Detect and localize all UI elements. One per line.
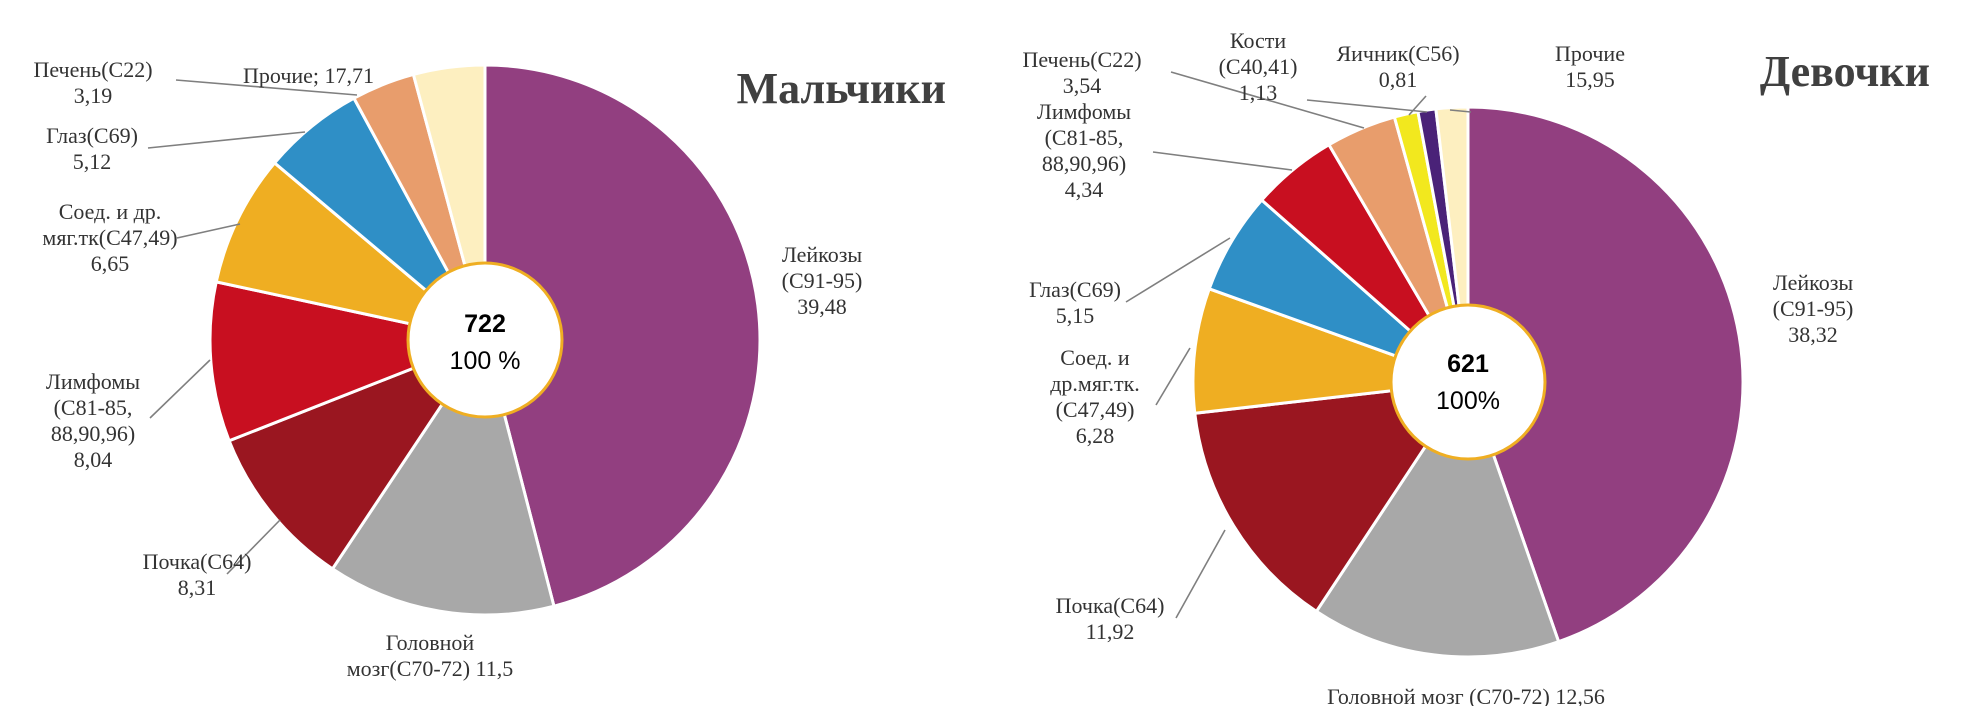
center-hole [406, 261, 564, 419]
slice-label-line: 8,31 [178, 575, 217, 600]
slice-label-line: др.мяг.тк. [1050, 371, 1140, 396]
slice-label-line: 88,90,96) [1042, 151, 1126, 176]
slice-label-line: мозг(C70-72) 11,5 [347, 656, 513, 681]
leader-lines [1125, 71, 1472, 619]
leader-line [226, 519, 281, 575]
slices [1191, 105, 1745, 659]
pie-slice [214, 160, 486, 342]
slice-label-line: (C47,49) [1056, 397, 1135, 422]
center-total: 621 [1447, 350, 1489, 378]
slice-label-line: Печень(C22) [33, 57, 152, 82]
slice-label-line: Прочие [1555, 41, 1625, 66]
center-hole [1389, 303, 1547, 461]
slice-label: Лимфомы (C81-85, 88,90,96) 8,04 [46, 369, 140, 472]
slice-label: Почка(C64) 11,92 [1056, 593, 1165, 644]
slice-label-line: Почка(C64) [1056, 593, 1165, 618]
slice-label-line: Лимфомы [46, 369, 140, 394]
slice-label-line: Лейкозы [1773, 270, 1854, 295]
slice-label: Прочие 15,95 [1555, 41, 1625, 92]
slice-label: Головной мозг(C70-72) 11,5 [347, 630, 513, 681]
slice-label: Печень(C22) 3,19 [33, 57, 152, 108]
pie-slice [1466, 105, 1745, 644]
slice-label-line: Глаз(C69) [46, 123, 138, 148]
slice-labels: Лейкозы (C91-95) 38,32 Головной мозг (C70-7… [1022, 28, 1853, 706]
slice-label-line: 4,34 [1065, 177, 1104, 202]
slice-label-line: 5,12 [73, 149, 112, 174]
leader-line [1175, 529, 1226, 619]
slices [208, 63, 762, 617]
chart-title: Девочки [1760, 47, 1930, 96]
slice-label-line: 3,19 [74, 83, 113, 108]
slice-label-line: 39,48 [797, 294, 847, 319]
center-percent: 100 % [450, 347, 521, 375]
slice-label: Прочие; 17,71 [243, 63, 374, 88]
slice-label-line: Лимфомы [1037, 99, 1131, 124]
slice-label-line: 1,13 [1239, 80, 1278, 105]
leader-lines [147, 79, 358, 575]
slice-label-line: 6,65 [91, 251, 130, 276]
slice-label-line: 38,32 [1788, 322, 1838, 347]
slice-labels: Лейкозы (C91-95) 39,48 Головной мозг(C70-72)… [33, 57, 862, 681]
slice-label-line: Лейкозы [782, 242, 863, 267]
slice-label: Почка(C64) 8,31 [143, 549, 252, 600]
slice-label-line: 3,54 [1063, 73, 1102, 98]
leader-line [1306, 99, 1428, 113]
slice-label: Печень(C22) 3,54 [1022, 47, 1141, 98]
slice-label-line: 88,90,96) [51, 421, 135, 446]
slice-label-line: 6,28 [1076, 423, 1115, 448]
slice-label-line: (C81-85, [54, 395, 133, 420]
slice-label: Глаз(C69) 5,15 [1029, 277, 1121, 328]
slice-label-line: Головной [386, 630, 475, 655]
leader-line [1449, 109, 1472, 113]
slice-label-line: Яичник(C56) [1336, 41, 1459, 66]
slice-label-line: Почка(C64) [143, 549, 252, 574]
slice-label-line: (C40,41) [1219, 54, 1298, 79]
leader-line [1125, 237, 1231, 303]
slice-label-line: Соед. и др. [59, 199, 162, 224]
pie-slice [483, 63, 762, 609]
leader-line [1408, 95, 1427, 116]
slice-label-line: Прочие; 17,71 [243, 63, 374, 88]
pie-slice [208, 280, 491, 443]
slice-label-line: 0,81 [1379, 67, 1418, 92]
slice-label-line: 5,15 [1056, 303, 1095, 328]
slice-label: Соед. и др.мяг.тк. (C47,49) 6,28 [1050, 345, 1140, 448]
leader-line [1170, 71, 1365, 129]
center-percent: 100% [1436, 387, 1500, 415]
pie-chart-boys: Мальчики Лейкозы (C91-95) 39,48 Головной моз… [33, 57, 946, 681]
pie-slice [1193, 380, 1472, 614]
pie-chart-girls: Девочки Лейкозы (C91-95) 38,32 Головной моз… [1022, 28, 1930, 706]
leader-line [1155, 347, 1191, 406]
slice-label-line: 15,95 [1565, 67, 1615, 92]
slice-label: Кости (C40,41) 1,13 [1219, 28, 1298, 105]
pie-slice [1314, 378, 1561, 659]
leader-line [176, 223, 241, 239]
chart-title: Мальчики [737, 64, 946, 113]
center-total: 722 [464, 310, 506, 338]
slice-label-line: мяг.тк(C47,49) [42, 225, 177, 250]
slice-label-line: Соед. и [1060, 345, 1130, 370]
slice-label: Головной мозг (C70-72) 12,56 [1327, 684, 1605, 706]
slice-label-line: Печень(C22) [1022, 47, 1141, 72]
slice-label-line: Глаз(C69) [1029, 277, 1121, 302]
leader-line [149, 359, 211, 419]
slice-label-line: 11,92 [1086, 619, 1135, 644]
leader-line [175, 79, 358, 96]
slice-label: Лимфомы (C81-85, 88,90,96) 4,34 [1037, 99, 1131, 202]
slice-label-line: (C81-85, [1045, 125, 1124, 150]
leader-line [1152, 151, 1293, 171]
slice-label: Соед. и др. мяг.тк(C47,49) 6,65 [42, 199, 177, 276]
slice-label-line: (C91-95) [1773, 296, 1854, 321]
slice-label-line: (C91-95) [782, 268, 863, 293]
slice-label: Яичник(C56) 0,81 [1336, 41, 1459, 92]
slice-label: Глаз(C69) 5,12 [46, 123, 138, 174]
slice-label: Лейкозы (C91-95) 38,32 [1773, 270, 1854, 347]
slice-label-line: Кости [1230, 28, 1287, 53]
pie-slice [227, 336, 489, 571]
leader-line [147, 131, 306, 149]
slice-label-line: Головной мозг (C70-72) 12,56 [1327, 684, 1605, 706]
slice-label-line: 8,04 [74, 447, 113, 472]
slice-label: Лейкозы (C91-95) 39,48 [782, 242, 863, 319]
